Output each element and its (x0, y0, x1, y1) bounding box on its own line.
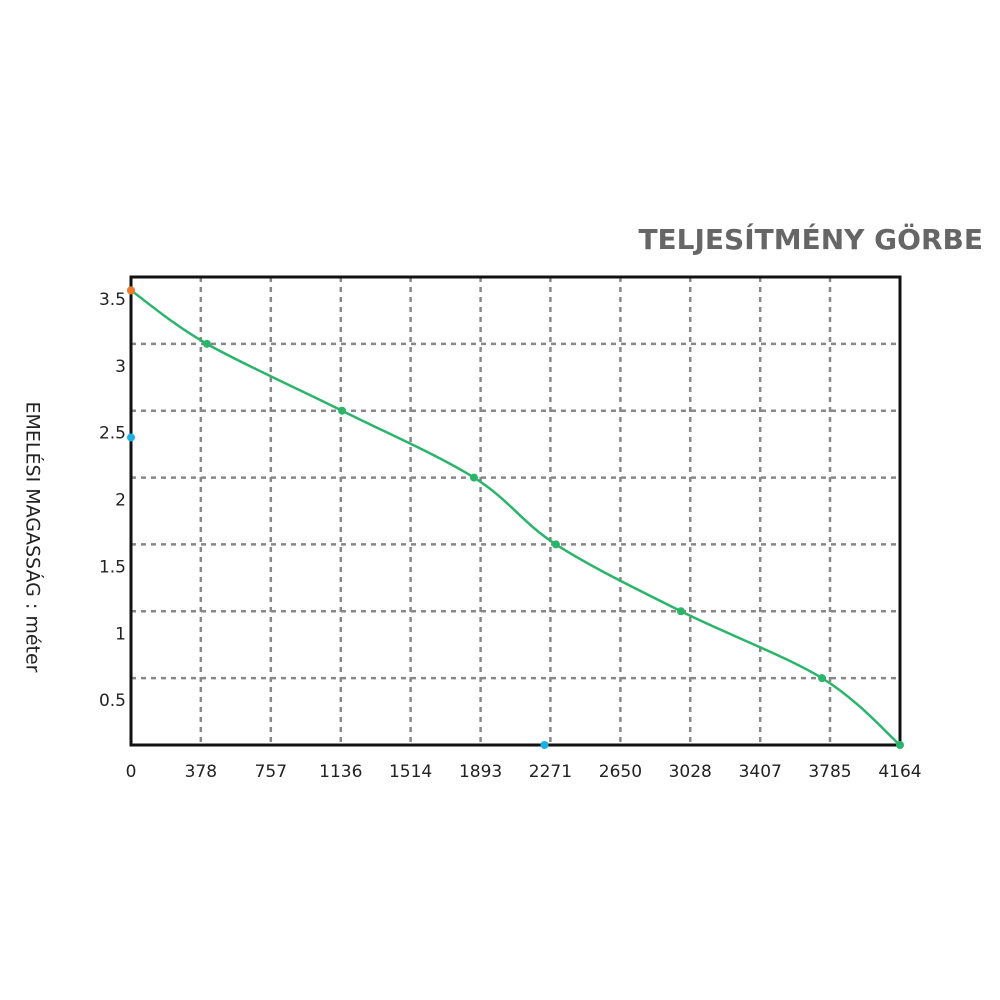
point (551, 540, 560, 549)
x-tick-label: 3028 (669, 762, 712, 782)
point (896, 741, 904, 749)
marker-point (127, 433, 135, 442)
x-tick-label: 1136 (319, 762, 362, 782)
x-tick-label: 378 (185, 762, 217, 782)
x-tick-label: 4164 (878, 762, 921, 782)
point (676, 607, 685, 616)
x-tick-label: 0 (126, 762, 137, 782)
line (130, 289, 901, 746)
point (338, 406, 347, 415)
x-tick-label: 3407 (739, 762, 782, 782)
point (469, 473, 478, 482)
x-tick-label: 3785 (808, 762, 851, 782)
y-tick-label: 1 (115, 624, 126, 644)
y-tick-label: 3 (115, 357, 126, 377)
x-tick-label: 2650 (599, 762, 642, 782)
x-tick-label: 1893 (459, 762, 502, 782)
x-tick-label: 2271 (529, 762, 572, 782)
y-tick-label: 2.5 (99, 424, 126, 444)
marker-point (127, 286, 135, 295)
marker-point (540, 741, 549, 749)
point (818, 674, 827, 683)
y-tick-label: 3.5 (99, 290, 126, 310)
y-tick-label: 2 (115, 491, 126, 511)
x-tick-label: 1514 (389, 762, 432, 782)
x-tick-label: 757 (255, 762, 287, 782)
point (202, 339, 211, 348)
plot-frame (129, 275, 902, 747)
y-axis-label: EMELÉSI MAGASSÁG : méter (22, 402, 45, 673)
y-tick-label: 1.5 (99, 557, 126, 577)
y-tick-label: 0.5 (99, 691, 126, 711)
chart-title: TELJESÍTMÉNY GÖRBE (638, 222, 983, 256)
